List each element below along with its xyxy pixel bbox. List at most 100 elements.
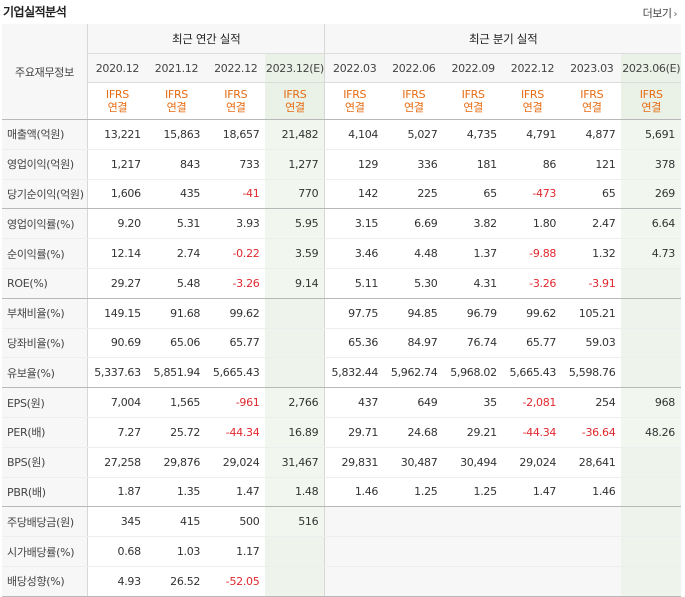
value-cell: 5,665.43	[502, 357, 563, 389]
value-cell: 105.21	[562, 298, 622, 329]
more-label[interactable]: 더보기	[642, 7, 672, 20]
value-cell: 142	[324, 179, 385, 210]
table-row: 부채비율(%) 149.15 91.68 99.62 97.75 94.85 96.79 99…	[2, 298, 681, 329]
value-cell: 181	[443, 149, 503, 180]
value-cell: 269	[621, 179, 681, 210]
value-cell: 99.62	[206, 298, 266, 329]
value-cell: -36.64	[562, 417, 622, 448]
value-cell: 7,004	[87, 387, 147, 418]
basis-standard: IFRS	[343, 88, 367, 101]
value-cell	[621, 298, 681, 329]
row-label: ROE(%)	[2, 268, 88, 299]
basis-scope: 연결	[344, 101, 365, 114]
value-cell	[621, 536, 681, 567]
value-cell: 5,851.94	[146, 357, 207, 389]
value-cell: 9.14	[265, 268, 326, 299]
period-header: 2022.09	[443, 53, 503, 83]
more-link[interactable]: 더보기 ›	[642, 5, 678, 21]
value-cell: 29.27	[87, 268, 147, 299]
value-cell: 121	[562, 149, 622, 180]
value-cell: -3.26	[502, 268, 563, 299]
value-cell: 91.68	[146, 298, 207, 329]
value-cell: 84.97	[384, 328, 444, 359]
value-cell: 1,606	[87, 179, 147, 210]
value-cell: 2,766	[265, 387, 326, 418]
basis-header: IFRS 연결	[87, 82, 147, 120]
value-cell	[324, 566, 385, 597]
basis-scope: 연결	[285, 101, 305, 114]
value-cell: 5.11	[324, 268, 385, 299]
value-cell	[562, 506, 622, 538]
table-row: 매출액(억원) 13,221 15,863 18,657 21,482 4,104 5,02…	[2, 119, 681, 150]
period-header: 2020.12	[87, 53, 147, 83]
basis-header: IFRS 연결	[443, 82, 503, 120]
value-cell: 1.37	[443, 238, 503, 269]
value-cell	[621, 328, 681, 359]
period-header: 2023.06(E)	[621, 53, 681, 83]
value-cell: 1.25	[443, 477, 503, 508]
value-cell: 90.69	[87, 328, 147, 359]
basis-header: IFRS 연결	[384, 82, 444, 120]
value-cell: 1,217	[87, 149, 147, 180]
value-cell	[265, 566, 326, 597]
value-cell: -3.91	[562, 268, 622, 299]
value-cell	[443, 536, 503, 567]
value-cell: 4,104	[324, 119, 385, 150]
value-cell: 0.68	[87, 536, 147, 567]
table-row: 당좌비율(%) 90.69 65.06 65.77 65.36 84.97 76.74 65.…	[2, 328, 681, 359]
row-label: 순이익률(%)	[2, 238, 88, 269]
value-cell: 65.06	[146, 328, 207, 359]
value-cell: 5.48	[146, 268, 207, 299]
value-cell: 1.35	[146, 477, 207, 508]
value-cell: 96.79	[443, 298, 503, 329]
value-cell: -52.05	[206, 566, 266, 597]
table-row: 영업이익(억원) 1,217 843 733 1,277 129 336 181 86 121 37…	[2, 149, 681, 180]
value-cell	[443, 506, 503, 538]
row-label: 영업이익률(%)	[2, 208, 88, 240]
value-cell: 21,482	[265, 119, 326, 150]
value-cell: 25.72	[146, 417, 207, 448]
value-cell: -41	[206, 179, 266, 210]
value-cell	[265, 357, 326, 389]
row-label: 당기순이익(억원)	[2, 179, 88, 210]
row-label: 매출액(억원)	[2, 119, 88, 150]
value-cell: 4.31	[443, 268, 503, 299]
value-cell: 1.47	[502, 477, 563, 508]
table-row: 당기순이익(억원) 1,606 435 -41 770 142 225 65 -473 65 269	[2, 179, 681, 210]
value-cell: 86	[502, 149, 563, 180]
value-cell: 18,657	[206, 119, 266, 150]
row-label: 배당성향(%)	[2, 566, 88, 597]
value-cell: 29,876	[146, 447, 207, 478]
table-row: ROE(%) 29.27 5.48 -3.26 9.14 5.11 5.30 4.31 -3.2…	[2, 268, 681, 299]
basis-standard: IFRS	[105, 88, 129, 101]
table-row: 순이익률(%) 12.14 2.74 -0.22 3.59 3.46 4.48 1.37 -9.…	[2, 238, 681, 269]
value-cell: 4.93	[87, 566, 147, 597]
row-label: 당좌비율(%)	[2, 328, 88, 359]
value-cell: 3.93	[206, 208, 266, 240]
basis-scope: 연결	[225, 101, 246, 114]
value-cell: 345	[87, 506, 147, 538]
value-cell: 1.47	[206, 477, 266, 508]
value-cell: 1.32	[562, 238, 622, 269]
basis-standard: IFRS	[164, 88, 188, 101]
value-cell: 1.17	[206, 536, 266, 567]
value-cell: 29,831	[324, 447, 385, 478]
value-cell	[384, 506, 444, 538]
value-cell	[502, 506, 563, 538]
value-cell: 65	[562, 179, 622, 210]
value-cell: 1.25	[384, 477, 444, 508]
basis-scope: 연결	[581, 101, 602, 114]
chevron-right-icon: ›	[673, 9, 678, 20]
period-header: 2023.03	[562, 53, 622, 83]
value-cell: 435	[146, 179, 207, 210]
basis-header: IFRS 연결	[502, 82, 563, 120]
basis-scope: 연결	[403, 101, 424, 114]
value-cell: 1.80	[502, 208, 563, 240]
value-cell: 24.68	[384, 417, 444, 448]
row-label: BPS(원)	[2, 447, 88, 478]
basis-standard: IFRS	[461, 88, 485, 101]
value-cell: 1,565	[146, 387, 207, 418]
value-cell	[621, 566, 681, 597]
period-header: 2022.12	[502, 53, 563, 83]
value-cell: 16.89	[265, 417, 326, 448]
